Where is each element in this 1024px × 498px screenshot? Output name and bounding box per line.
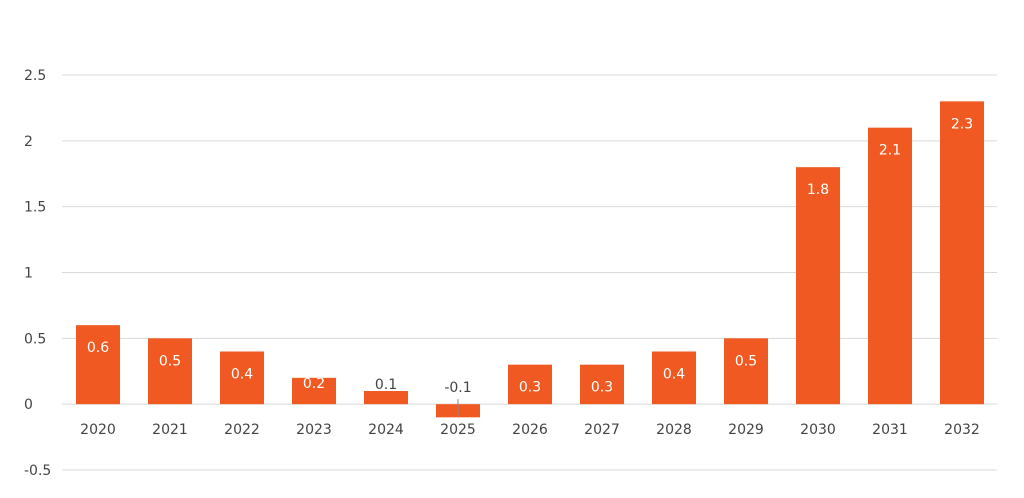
bar-2026 [508,364,552,405]
bar-2023 [292,377,336,405]
x-axis-ticks: 2020 2021 2022 2023 2024 2025 2026 2027 2028 2029… [80,422,980,438]
data-label: 0.3 [591,380,613,396]
x-tick-label: 2030 [800,422,836,438]
x-tick-label: 2032 [944,422,980,438]
data-label: 0.1 [375,377,397,393]
bar-2029 [724,338,768,405]
y-tick-label: 1 [24,266,33,282]
data-label: 2.1 [879,143,901,159]
bar-2024 [364,391,408,405]
bars [76,101,984,418]
data-label: 0.4 [663,367,685,383]
bar-2022 [220,351,264,405]
x-tick-label: 2027 [584,422,620,438]
gridlines [62,74,997,471]
bar-2030 [796,167,840,405]
x-tick-label: 2020 [80,422,116,438]
x-tick-label: 2025 [440,422,476,438]
data-label: 0.2 [303,376,325,392]
x-tick-label: 2023 [296,422,332,438]
data-labels: 0.6 0.5 0.4 0.2 0.1 -0.1 0.3 0.3 0.4 0.5 1.8 2.1 2.3 [87,116,973,417]
bar-2031 [868,127,912,405]
bar-2028 [652,351,696,405]
bar-2032 [940,101,984,405]
x-tick-label: 2021 [152,422,188,438]
bar-2021 [148,338,192,405]
data-label: 0.5 [159,353,181,369]
data-label: 0.6 [87,340,109,356]
data-label: 0.3 [519,380,541,396]
y-tick-label: 1.5 [24,200,46,216]
x-tick-label: 2031 [872,422,908,438]
data-label: 0.5 [735,353,757,369]
bar-2020 [76,325,120,405]
data-label: 2.3 [951,116,973,132]
x-tick-label: 2026 [512,422,548,438]
x-tick-label: 2022 [224,422,260,438]
x-tick-label: 2024 [368,422,404,438]
y-axis-ticks: -0.5 0 0.5 1 1.5 2 2.5 [24,68,51,479]
y-tick-label: 0.5 [24,331,46,347]
x-tick-label: 2029 [728,422,764,438]
y-tick-label: 0 [24,397,33,413]
data-label: -0.1 [444,380,471,396]
y-tick-label: 2.5 [24,68,46,84]
y-tick-label: 2 [24,134,33,150]
data-label: 1.8 [807,182,829,198]
y-tick-label: -0.5 [24,463,51,479]
bar-2027 [580,364,624,405]
x-tick-label: 2028 [656,422,692,438]
data-label: 0.4 [231,367,253,383]
